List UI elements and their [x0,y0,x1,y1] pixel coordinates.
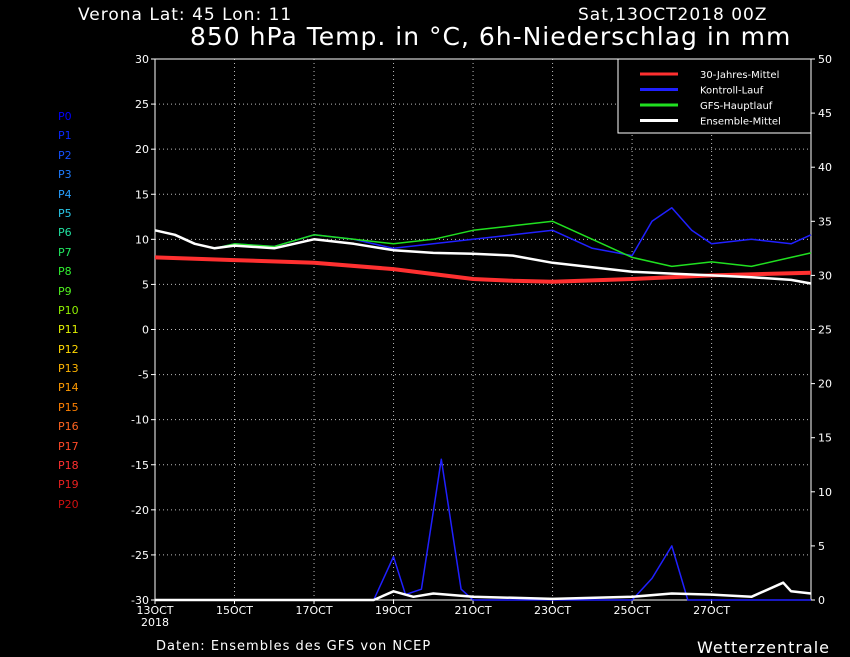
data-source-label: Daten: Ensembles des GFS von NCEP [156,639,432,654]
series-ensemble-mittel [154,229,812,285]
y-right-tick-label: 40 [818,161,832,174]
member-label-p20: P20 [58,497,79,511]
legend-label: Ensemble-Mittel [700,117,781,128]
series-kontroll-lauf [154,207,812,257]
run-date-label: Sat,13OCT2018 00Z [578,5,768,25]
member-label-p6: P6 [58,226,72,240]
chart-title: 850 hPa Temp. in °C, 6h-Niederschlag in … [190,22,792,51]
x-tick-label: 23OCT [534,604,571,617]
y-right-tick-label: 25 [818,324,832,337]
x-tick-label: 13OCT [136,604,173,617]
x-tick-label: 19OCT [375,604,412,617]
brand-label: Wetterzentrale [697,638,831,657]
y-right-tick-label: 50 [818,53,832,66]
legend-label: Kontroll-Lauf [700,86,764,97]
member-label-p3: P3 [58,168,72,182]
location-label: Verona Lat: 45 Lon: 11 [78,5,293,25]
y-left-tick-label: 5 [142,278,149,291]
y-left-tick-label: -5 [138,369,149,382]
y-right-tick-label: 20 [818,378,832,391]
x-tick-label: 25OCT [614,604,651,617]
member-label-p17: P17 [58,439,79,453]
series-kontroll-lauf-niederschlag- [155,458,811,601]
x-tick-label: 15OCT [216,604,253,617]
member-label-p9: P9 [58,284,72,298]
member-label-p4: P4 [58,187,72,201]
y-left-tick-label: -20 [131,504,149,517]
y-left-tick-label: -15 [131,459,149,472]
y-left-tick-label: 25 [135,98,149,111]
x-year-label: 2018 [141,616,169,629]
legend-label: GFS-Hauptlauf [700,101,773,112]
member-label-p8: P8 [58,265,72,279]
y-left-tick-label: -10 [131,414,149,427]
y-left-tick-label: 15 [135,188,149,201]
x-tick-label: 17OCT [295,604,332,617]
x-tick-label: 21OCT [455,604,492,617]
member-label-p15: P15 [58,400,79,414]
member-label-p11: P11 [58,323,79,337]
ensemble-member-list: P0 P1 P2 P3 P4 P5 P6 P7 P8 P9 P10 P11 P12 P13 P14 P15 P1… [58,110,79,517]
member-label-p10: P10 [58,303,79,317]
member-label-p7: P7 [58,245,72,259]
y-left-tick-label: -30 [131,594,149,607]
series-ensemble-mittel-niederschlag- [155,581,812,602]
y-right-tick-label: 5 [818,540,825,553]
member-label-p18: P18 [58,459,79,473]
y-right-tick-label: 15 [818,432,832,445]
y-right-tick-label: 35 [818,215,832,228]
y-left-tick-label: 0 [142,324,149,337]
member-label-p2: P2 [58,148,72,162]
member-label-p5: P5 [58,206,72,220]
member-label-p16: P16 [58,420,79,434]
y-left-tick-label: -25 [131,549,149,562]
y-right-tick-label: 30 [818,269,832,282]
legend-label: 30-Jahres-Mittel [700,70,779,81]
y-left-tick-label: 10 [135,233,149,246]
y-right-tick-label: 0 [818,594,825,607]
y-right-tick-label: 10 [818,486,832,499]
y-left-tick-label: 30 [135,53,149,66]
member-label-p19: P19 [58,478,79,492]
member-label-p1: P1 [58,129,72,143]
y-right-tick-label: 45 [818,107,832,120]
member-label-p14: P14 [58,381,79,395]
series-30-jahres-mittel [154,255,812,284]
member-label-p12: P12 [58,342,79,356]
y-left-tick-label: 20 [135,143,149,156]
member-label-p13: P13 [58,362,79,376]
member-label-p0: P0 [58,110,72,123]
x-tick-label: 27OCT [693,604,730,617]
